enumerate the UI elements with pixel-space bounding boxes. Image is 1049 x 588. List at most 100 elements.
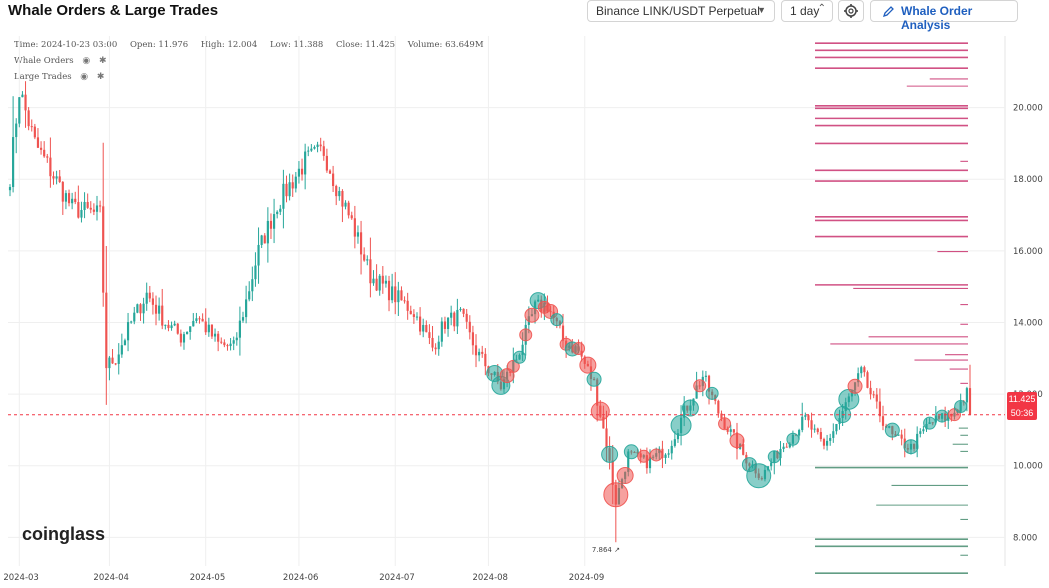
chart-grid [8,36,1006,566]
candle [822,437,826,450]
candle-body [294,176,297,189]
candle [154,295,158,326]
candle-body [919,431,922,434]
candle-body [664,454,667,458]
candle [916,426,919,458]
candle [325,148,328,173]
candle [471,325,474,355]
candle-body [391,286,394,301]
candle-body [92,209,95,212]
candle [114,363,117,366]
candle [245,285,248,324]
candle-body [359,232,363,255]
candle-body [176,323,179,334]
candle [18,97,21,128]
candle [21,91,24,98]
candle [254,252,257,287]
candle-body [409,310,412,315]
candle-body [717,400,720,414]
candle-body [229,343,232,347]
candle [437,335,440,356]
candle-body [77,202,80,218]
candle-body [325,155,328,171]
eye-icon[interactable]: ◉ [80,72,89,82]
large-trade-bubble [550,313,564,327]
candle-body [43,149,46,157]
candle [164,324,167,330]
legend-large-trades-label: Large Trades [14,72,72,82]
candle-body [872,394,875,396]
candle [67,189,71,207]
candle-body [108,357,111,369]
candle-body [235,337,238,341]
candle [782,443,785,453]
gear-icon[interactable]: ✱ [96,72,105,82]
candle [282,169,285,229]
interval-select[interactable]: 1 day ⌃ [781,0,833,22]
settings-button[interactable] [838,0,864,22]
symbol-select[interactable]: Binance LINK/USDT Perpetual ▼ [587,0,775,22]
candle [897,434,900,436]
eye-icon[interactable]: ◉ [82,56,91,66]
stepper-icon: ⌃ [817,3,826,14]
candle [148,285,151,303]
candle-body [394,286,397,303]
candle-body [164,324,167,326]
candle-body [474,345,478,356]
candle-body [148,292,151,299]
candle-body [304,151,307,175]
candle-body [210,324,214,337]
candle [192,313,195,327]
large-trade-bubble [670,414,692,436]
candle-body [192,320,195,327]
large-trade-bubble [884,422,900,438]
candle [279,204,282,216]
candle-body [49,157,52,177]
candle-body [139,304,142,314]
candle-body [24,94,27,111]
candle [276,210,279,219]
candle-body [142,303,145,314]
candle [807,414,810,428]
candle [186,331,189,335]
gear-icon[interactable]: ✱ [98,56,107,66]
candle-body [602,416,605,429]
candle [356,225,360,244]
candle [415,312,419,321]
candle [866,370,869,389]
candle-body [182,334,186,343]
candle [291,174,294,197]
candle-body [785,446,788,448]
candle [213,328,217,342]
candle [33,123,36,140]
candle-body [201,318,204,322]
candle-body [521,344,524,355]
candle-body [173,323,176,326]
candle [400,286,403,301]
ohlc-low: Low: 11.388 [269,40,324,50]
candle [860,365,863,378]
candle-body [245,299,248,318]
y-tick-label: 16.000 [1013,247,1043,257]
candle-body [813,428,816,430]
candle-body [627,451,630,472]
large-trade-bubble [935,409,949,423]
candle-body [133,312,136,322]
candle-body [120,345,123,355]
large-trade-bubble [903,439,919,455]
ohlc-close: Close: 11.425 [336,40,396,50]
candle [130,320,133,324]
candle-body [338,190,341,197]
candle [474,334,478,368]
whale-order-analysis-label: Whale Order Analysis [901,4,973,32]
candle-body [282,183,285,209]
x-tick-label: 2024-09 [569,573,605,583]
candle [313,145,316,150]
candle-body [254,265,257,280]
candle [462,308,465,318]
candle [80,201,83,223]
whale-order-analysis-button[interactable]: Whale Order Analysis [870,0,1018,32]
candle [46,153,49,163]
candle-body [801,416,804,431]
